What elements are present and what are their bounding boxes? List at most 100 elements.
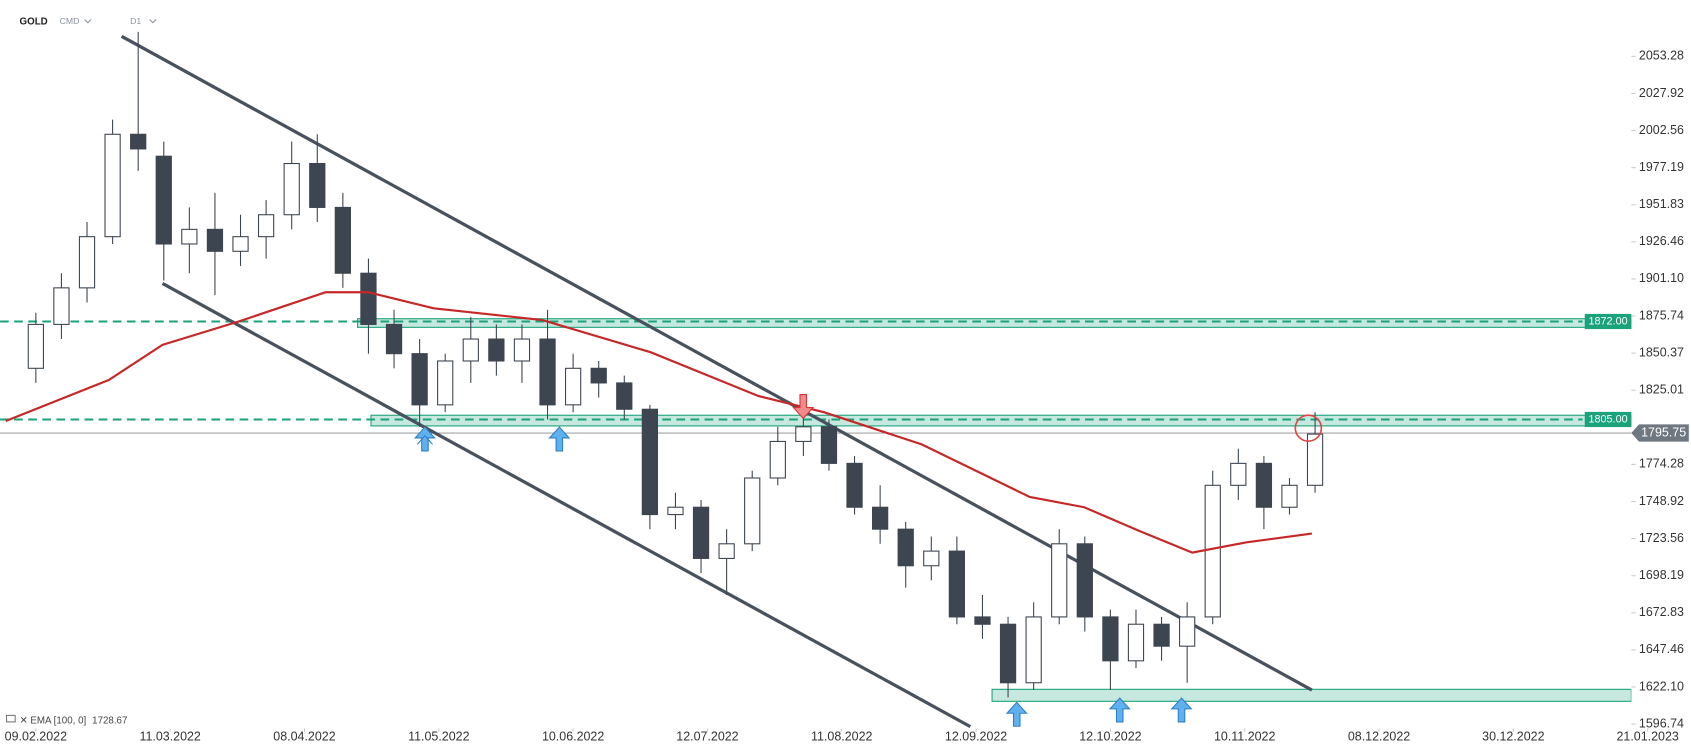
x-tick-label: 11.05.2022 [408, 729, 469, 743]
candle-body [155, 155, 172, 245]
level-label-box [1584, 411, 1632, 428]
candle-body [641, 408, 659, 516]
zone [991, 688, 1632, 702]
y-tick-label: 1926.46 [1639, 234, 1684, 248]
candle-body [1255, 462, 1273, 508]
candle-body [897, 528, 914, 567]
candle-body [616, 382, 633, 410]
candle-body [667, 506, 684, 516]
plot-area [0, 31, 1632, 729]
candle-body [1076, 543, 1093, 618]
axes: 2053.28 2027.92 2002.56 1977.19 1951.83 1926.… [5, 49, 1689, 743]
level-label: 1872.00 [1588, 315, 1627, 327]
level-label-box [1584, 313, 1632, 330]
y-tick-label: 1672.83 [1639, 605, 1684, 619]
ema-line [5, 291, 1313, 554]
y-tick-label: 1875.74 [1639, 308, 1684, 322]
up-arrow [1170, 697, 1193, 723]
candle-body [1281, 484, 1298, 508]
x-tick-label: 30.12.2022 [1482, 729, 1544, 743]
candle-body [820, 426, 838, 464]
ema-name: EMA [100, 0] [30, 715, 86, 726]
up-arrow [1108, 697, 1131, 723]
market[interactable]: CMD [60, 16, 80, 26]
candle-body [1204, 484, 1221, 618]
ema-value: 1728.67 [92, 715, 127, 726]
candle-body [923, 550, 940, 567]
down-arrow [792, 394, 815, 420]
y-tick-label: 2027.92 [1639, 86, 1684, 100]
up-arrow [548, 426, 571, 452]
y-tick-label: 1774.28 [1639, 457, 1684, 471]
y-tick-label: 2053.28 [1639, 49, 1684, 63]
candle-body [948, 550, 966, 618]
candle-body [206, 228, 224, 252]
annotations [413, 394, 1323, 727]
candle-body [104, 133, 121, 238]
y-tick-label: 1698.19 [1639, 568, 1684, 582]
candle-body [769, 440, 786, 479]
up-arrow [1005, 701, 1028, 727]
candle-body [974, 616, 991, 625]
candle-body [462, 338, 479, 362]
candle-body [590, 367, 607, 384]
x-tick-label: 10.11.2022 [1214, 729, 1275, 743]
y-tick-label: 1723.56 [1639, 531, 1684, 545]
candle-body [872, 506, 889, 530]
candle-body [692, 506, 710, 559]
candle-body [795, 426, 812, 442]
candle-body [846, 462, 863, 508]
y-tick-label: 1951.83 [1639, 197, 1684, 211]
caret [149, 19, 157, 24]
indicator-legend: ✕ EMA [100, 0] 1728.67 [5, 714, 127, 726]
y-tick-label: 1850.37 [1639, 345, 1684, 359]
x-tick-label: 11.03.2022 [139, 729, 200, 743]
y-tick-label: 1977.19 [1639, 160, 1684, 174]
last-price-tag [1631, 424, 1689, 442]
x-tick-label: 11.08.2022 [811, 729, 872, 743]
candle-body [53, 287, 70, 325]
candle-body [539, 338, 556, 406]
y-tick-label: 1596.74 [1639, 716, 1684, 730]
caret [84, 19, 92, 24]
candle-body [181, 228, 198, 245]
candle-body [1051, 543, 1068, 618]
candle-body [1025, 616, 1042, 684]
interval[interactable]: D1 [130, 16, 141, 26]
candle-body [1230, 462, 1247, 486]
candle-body [309, 162, 326, 208]
x-tick-label: 10.06.2022 [542, 729, 604, 743]
y-tick-label: 2002.56 [1639, 123, 1684, 137]
candle-body [257, 214, 275, 238]
y-tick-label: 1901.10 [1639, 271, 1684, 285]
y-tick-label: 1825.01 [1639, 383, 1684, 397]
candle-body [232, 236, 249, 252]
remove-icon[interactable]: ✕ [20, 715, 28, 726]
x-tick-label: 21.01.2023 [1617, 729, 1679, 743]
candle-body [718, 543, 735, 559]
highlight-circle [1294, 414, 1323, 442]
candle-body [385, 323, 403, 355]
x-tick-label: 09.02.2022 [5, 729, 67, 743]
y-tick-label: 1748.92 [1639, 494, 1684, 508]
candle-body [564, 367, 582, 406]
candle-body [1127, 623, 1145, 662]
trendline [120, 34, 1313, 692]
candle-body [437, 360, 454, 406]
candle-body [1153, 623, 1170, 647]
last-price-label: 1795.75 [1641, 425, 1686, 439]
symbol[interactable]: GOLD [20, 16, 48, 27]
x-tick-label: 12.09.2022 [945, 729, 1007, 743]
candle-body [999, 623, 1017, 684]
candle-body [283, 162, 300, 216]
candle-body [488, 338, 505, 362]
candle-body [130, 133, 147, 150]
x-tick-label: 12.10.2022 [1079, 729, 1141, 743]
candle-body [1179, 616, 1196, 647]
candle-body [334, 206, 351, 274]
candle-body [1306, 433, 1324, 486]
y-tick-label: 1647.46 [1639, 642, 1684, 656]
x-tick-label: 12.07.2022 [676, 729, 738, 743]
legend-icon[interactable] [5, 714, 16, 723]
